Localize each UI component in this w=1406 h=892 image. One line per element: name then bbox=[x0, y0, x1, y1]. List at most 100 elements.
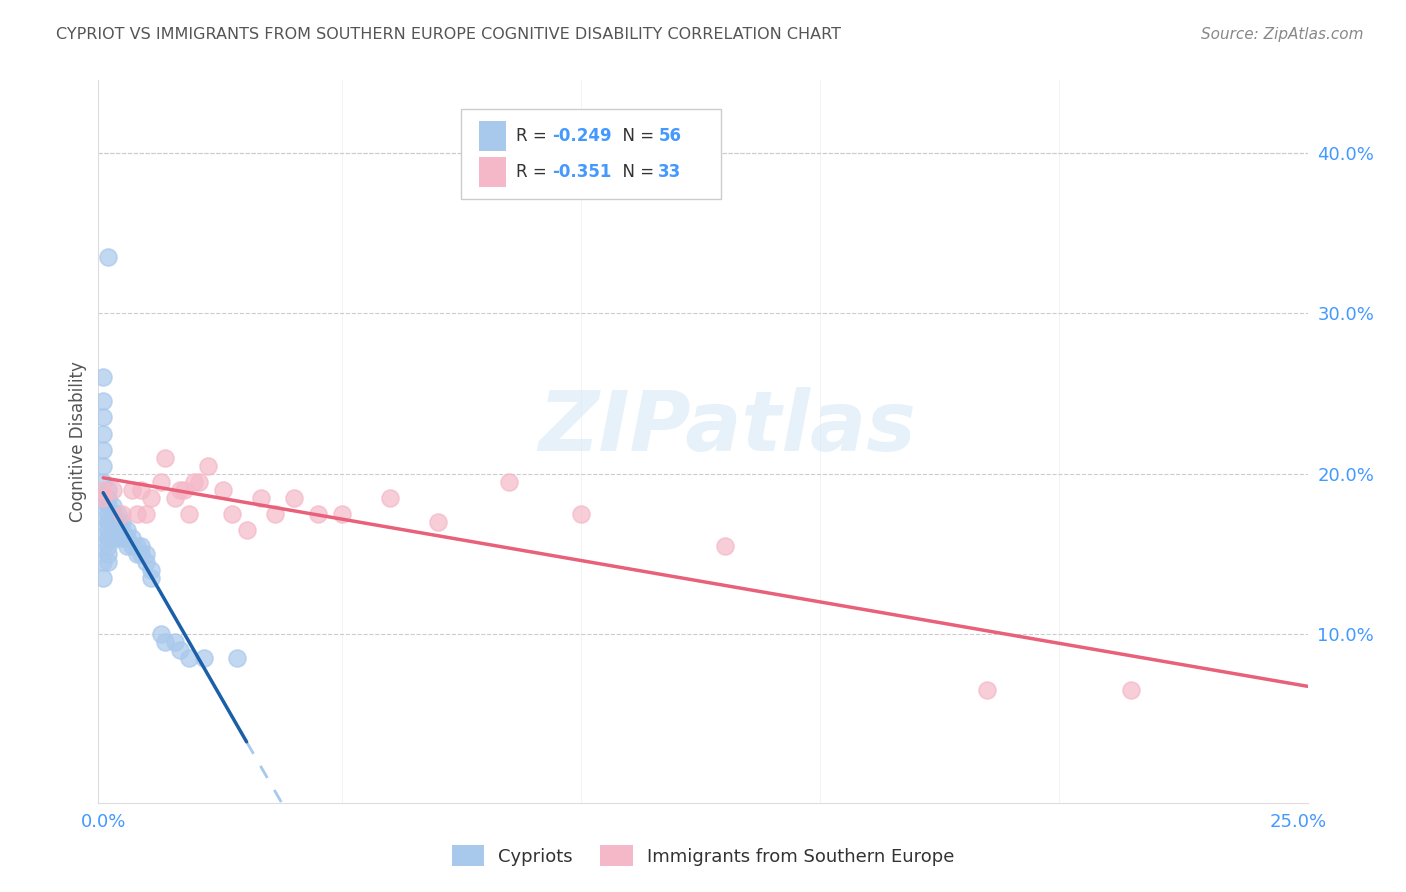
Point bbox=[91, 507, 114, 521]
Point bbox=[283, 491, 305, 505]
Y-axis label: Cognitive Disability: Cognitive Disability bbox=[69, 361, 87, 522]
Text: -0.249: -0.249 bbox=[551, 127, 612, 145]
Point bbox=[498, 475, 520, 489]
Point bbox=[107, 531, 129, 545]
Point bbox=[91, 458, 114, 473]
Point bbox=[91, 491, 114, 505]
Text: CYPRIOT VS IMMIGRANTS FROM SOUTHERN EUROPE COGNITIVE DISABILITY CORRELATION CHAR: CYPRIOT VS IMMIGRANTS FROM SOUTHERN EURO… bbox=[56, 27, 841, 42]
Point bbox=[264, 507, 287, 521]
Point bbox=[193, 651, 215, 665]
Point bbox=[97, 547, 120, 561]
Point bbox=[163, 635, 186, 649]
Point bbox=[111, 531, 134, 545]
Text: R =: R = bbox=[516, 163, 551, 181]
Point bbox=[378, 491, 401, 505]
Point bbox=[169, 643, 191, 657]
Text: -0.351: -0.351 bbox=[551, 163, 612, 181]
Point bbox=[97, 483, 120, 497]
Point bbox=[115, 523, 138, 537]
Point bbox=[121, 539, 143, 553]
FancyBboxPatch shape bbox=[461, 109, 721, 200]
Point bbox=[91, 539, 114, 553]
Point bbox=[97, 539, 120, 553]
Point bbox=[139, 491, 162, 505]
Point bbox=[91, 410, 114, 425]
Point bbox=[169, 483, 191, 497]
Point bbox=[111, 515, 134, 529]
Text: ZIPatlas: ZIPatlas bbox=[538, 386, 917, 467]
Point bbox=[111, 507, 134, 521]
Point bbox=[1119, 683, 1142, 698]
Point bbox=[179, 507, 201, 521]
Point bbox=[569, 507, 592, 521]
Point bbox=[91, 442, 114, 457]
Point bbox=[121, 531, 143, 545]
Point bbox=[97, 250, 120, 264]
Point bbox=[226, 651, 249, 665]
Point bbox=[101, 483, 124, 497]
Point bbox=[235, 523, 257, 537]
Point bbox=[135, 555, 157, 569]
Point bbox=[107, 507, 129, 521]
Point bbox=[149, 627, 172, 641]
Point bbox=[97, 499, 120, 513]
Point bbox=[107, 523, 129, 537]
Point bbox=[131, 539, 153, 553]
Text: 33: 33 bbox=[658, 163, 682, 181]
Point bbox=[125, 539, 148, 553]
Point bbox=[426, 515, 449, 529]
Point bbox=[101, 515, 124, 529]
Point bbox=[91, 483, 114, 497]
Point bbox=[91, 571, 114, 585]
Point bbox=[211, 483, 233, 497]
Point bbox=[91, 426, 114, 441]
Point bbox=[91, 491, 114, 505]
Text: N =: N = bbox=[613, 163, 659, 181]
FancyBboxPatch shape bbox=[479, 157, 506, 187]
Point bbox=[250, 491, 273, 505]
Point bbox=[97, 491, 120, 505]
Point bbox=[121, 483, 143, 497]
Point bbox=[97, 523, 120, 537]
Point bbox=[173, 483, 195, 497]
Point bbox=[713, 539, 735, 553]
Point bbox=[149, 475, 172, 489]
Point bbox=[91, 370, 114, 384]
Point bbox=[91, 523, 114, 537]
Point bbox=[131, 547, 153, 561]
Point bbox=[107, 515, 129, 529]
Point bbox=[101, 523, 124, 537]
Point bbox=[179, 651, 201, 665]
Point bbox=[125, 507, 148, 521]
Point bbox=[97, 531, 120, 545]
Point bbox=[139, 571, 162, 585]
Point bbox=[91, 555, 114, 569]
Text: R =: R = bbox=[516, 127, 551, 145]
Point bbox=[101, 507, 124, 521]
Point bbox=[97, 507, 120, 521]
Point bbox=[976, 683, 998, 698]
Text: 56: 56 bbox=[658, 127, 682, 145]
Point bbox=[91, 394, 114, 409]
Text: Source: ZipAtlas.com: Source: ZipAtlas.com bbox=[1201, 27, 1364, 42]
Point bbox=[187, 475, 209, 489]
Point bbox=[197, 458, 219, 473]
Text: N =: N = bbox=[613, 127, 659, 145]
Point bbox=[101, 499, 124, 513]
Point bbox=[330, 507, 353, 521]
Point bbox=[115, 531, 138, 545]
Point bbox=[155, 450, 177, 465]
Legend: Cypriots, Immigrants from Southern Europe: Cypriots, Immigrants from Southern Europ… bbox=[444, 838, 962, 873]
Point bbox=[139, 563, 162, 577]
Point bbox=[131, 483, 153, 497]
Point bbox=[91, 475, 114, 489]
Point bbox=[183, 475, 205, 489]
Point bbox=[155, 635, 177, 649]
Point bbox=[163, 491, 186, 505]
Point bbox=[221, 507, 243, 521]
Point bbox=[135, 507, 157, 521]
Point bbox=[307, 507, 329, 521]
Point bbox=[115, 539, 138, 553]
Point bbox=[111, 523, 134, 537]
FancyBboxPatch shape bbox=[479, 120, 506, 151]
